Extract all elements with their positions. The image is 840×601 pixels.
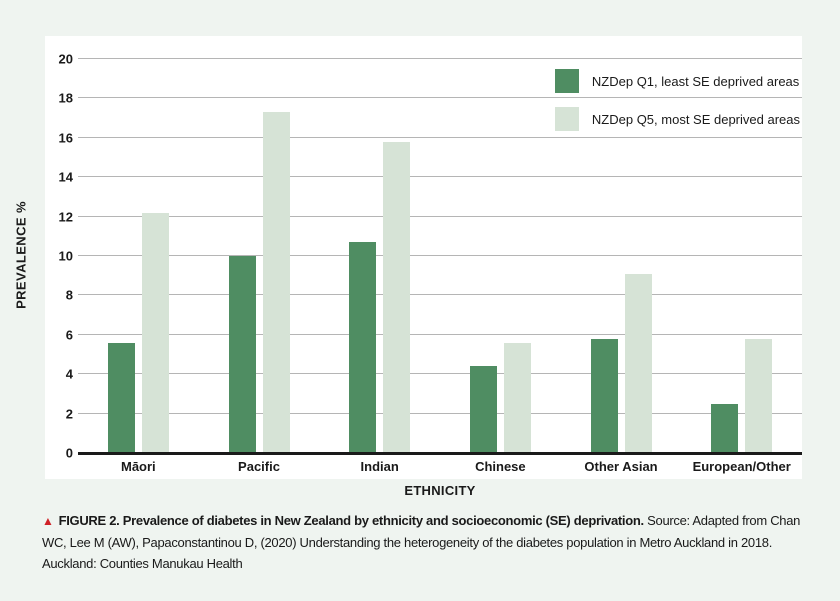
legend-label: NZDep Q5, most SE deprived areas [591, 111, 800, 127]
figure-marker-triangle-icon: ▲ [42, 514, 54, 528]
bar-group [440, 59, 561, 453]
bar [469, 366, 497, 453]
x-axis-title: ETHNICITY [404, 483, 476, 498]
y-tick-label: 20 [58, 51, 73, 67]
legend-item: NZDep Q5, most SE deprived areas [554, 107, 800, 131]
bar [383, 141, 411, 453]
bar [262, 112, 290, 453]
x-tick-label: Pacific [238, 459, 280, 474]
plot-area [78, 58, 802, 455]
bar [745, 338, 773, 453]
x-tick-label: Other Asian [584, 459, 658, 474]
figure-caption-source: Source: Adapted from Chan WC, Lee M (AW)… [42, 513, 801, 571]
y-axis-title: PREVALENCE % [13, 201, 29, 309]
gridline [78, 333, 802, 335]
bar-group [561, 59, 682, 453]
legend-swatch-icon [554, 107, 579, 131]
bar-group [681, 59, 802, 453]
bar-group [319, 59, 440, 453]
bar [711, 403, 739, 453]
y-tick-label: 0 [65, 445, 73, 461]
bar-group [78, 59, 199, 453]
gridline [78, 294, 802, 296]
bar-groups [78, 59, 802, 453]
gridline [78, 176, 802, 178]
figure-caption: ▲ FIGURE 2. Prevalence of diabetes in New… [42, 510, 808, 574]
bar [141, 212, 169, 453]
y-tick-label: 10 [58, 248, 73, 264]
bar-group [199, 59, 320, 453]
x-axis-line [78, 452, 802, 455]
chart-panel: 20 18 16 14 12 10 8 6 4 2 0 Māori Pacific Indian Chin… [45, 36, 802, 479]
y-tick-label: 12 [58, 209, 73, 225]
gridline [78, 412, 802, 414]
bar [503, 342, 531, 453]
legend-swatch-icon [554, 69, 579, 93]
y-tick-label: 18 [58, 90, 73, 106]
x-tick-label: Indian [360, 459, 399, 474]
bar [228, 256, 256, 453]
y-tick-label: 6 [65, 327, 73, 343]
gridline [78, 215, 802, 217]
gridline [78, 97, 802, 99]
y-tick-label: 2 [65, 406, 73, 422]
x-tick-label: Māori [121, 459, 156, 474]
y-tick-label: 16 [58, 130, 73, 146]
legend-item: NZDep Q1, least SE deprived areas [554, 69, 800, 93]
y-axis-ticks: 20 18 16 14 12 10 8 6 4 2 0 [45, 53, 73, 460]
x-tick-label: European/Other [692, 459, 791, 474]
bar [590, 338, 618, 453]
gridline [78, 136, 802, 138]
gridline [78, 373, 802, 375]
y-tick-label: 14 [58, 169, 73, 185]
legend-label: NZDep Q1, least SE deprived areas [591, 73, 800, 89]
figure-caption-bold: FIGURE 2. Prevalence of diabetes in New … [58, 513, 645, 528]
bar [107, 342, 135, 453]
bar [624, 273, 652, 453]
gridline [78, 255, 802, 256]
legend: NZDep Q1, least SE deprived areas NZDep Q… [554, 69, 800, 145]
bar [349, 242, 377, 453]
y-tick-label: 4 [65, 366, 73, 382]
gridline [78, 58, 802, 59]
y-tick-label: 8 [65, 287, 73, 303]
x-axis-labels: Māori Pacific Indian Chinese Other Asian Euro… [78, 459, 802, 479]
x-tick-label: Chinese [475, 459, 526, 474]
